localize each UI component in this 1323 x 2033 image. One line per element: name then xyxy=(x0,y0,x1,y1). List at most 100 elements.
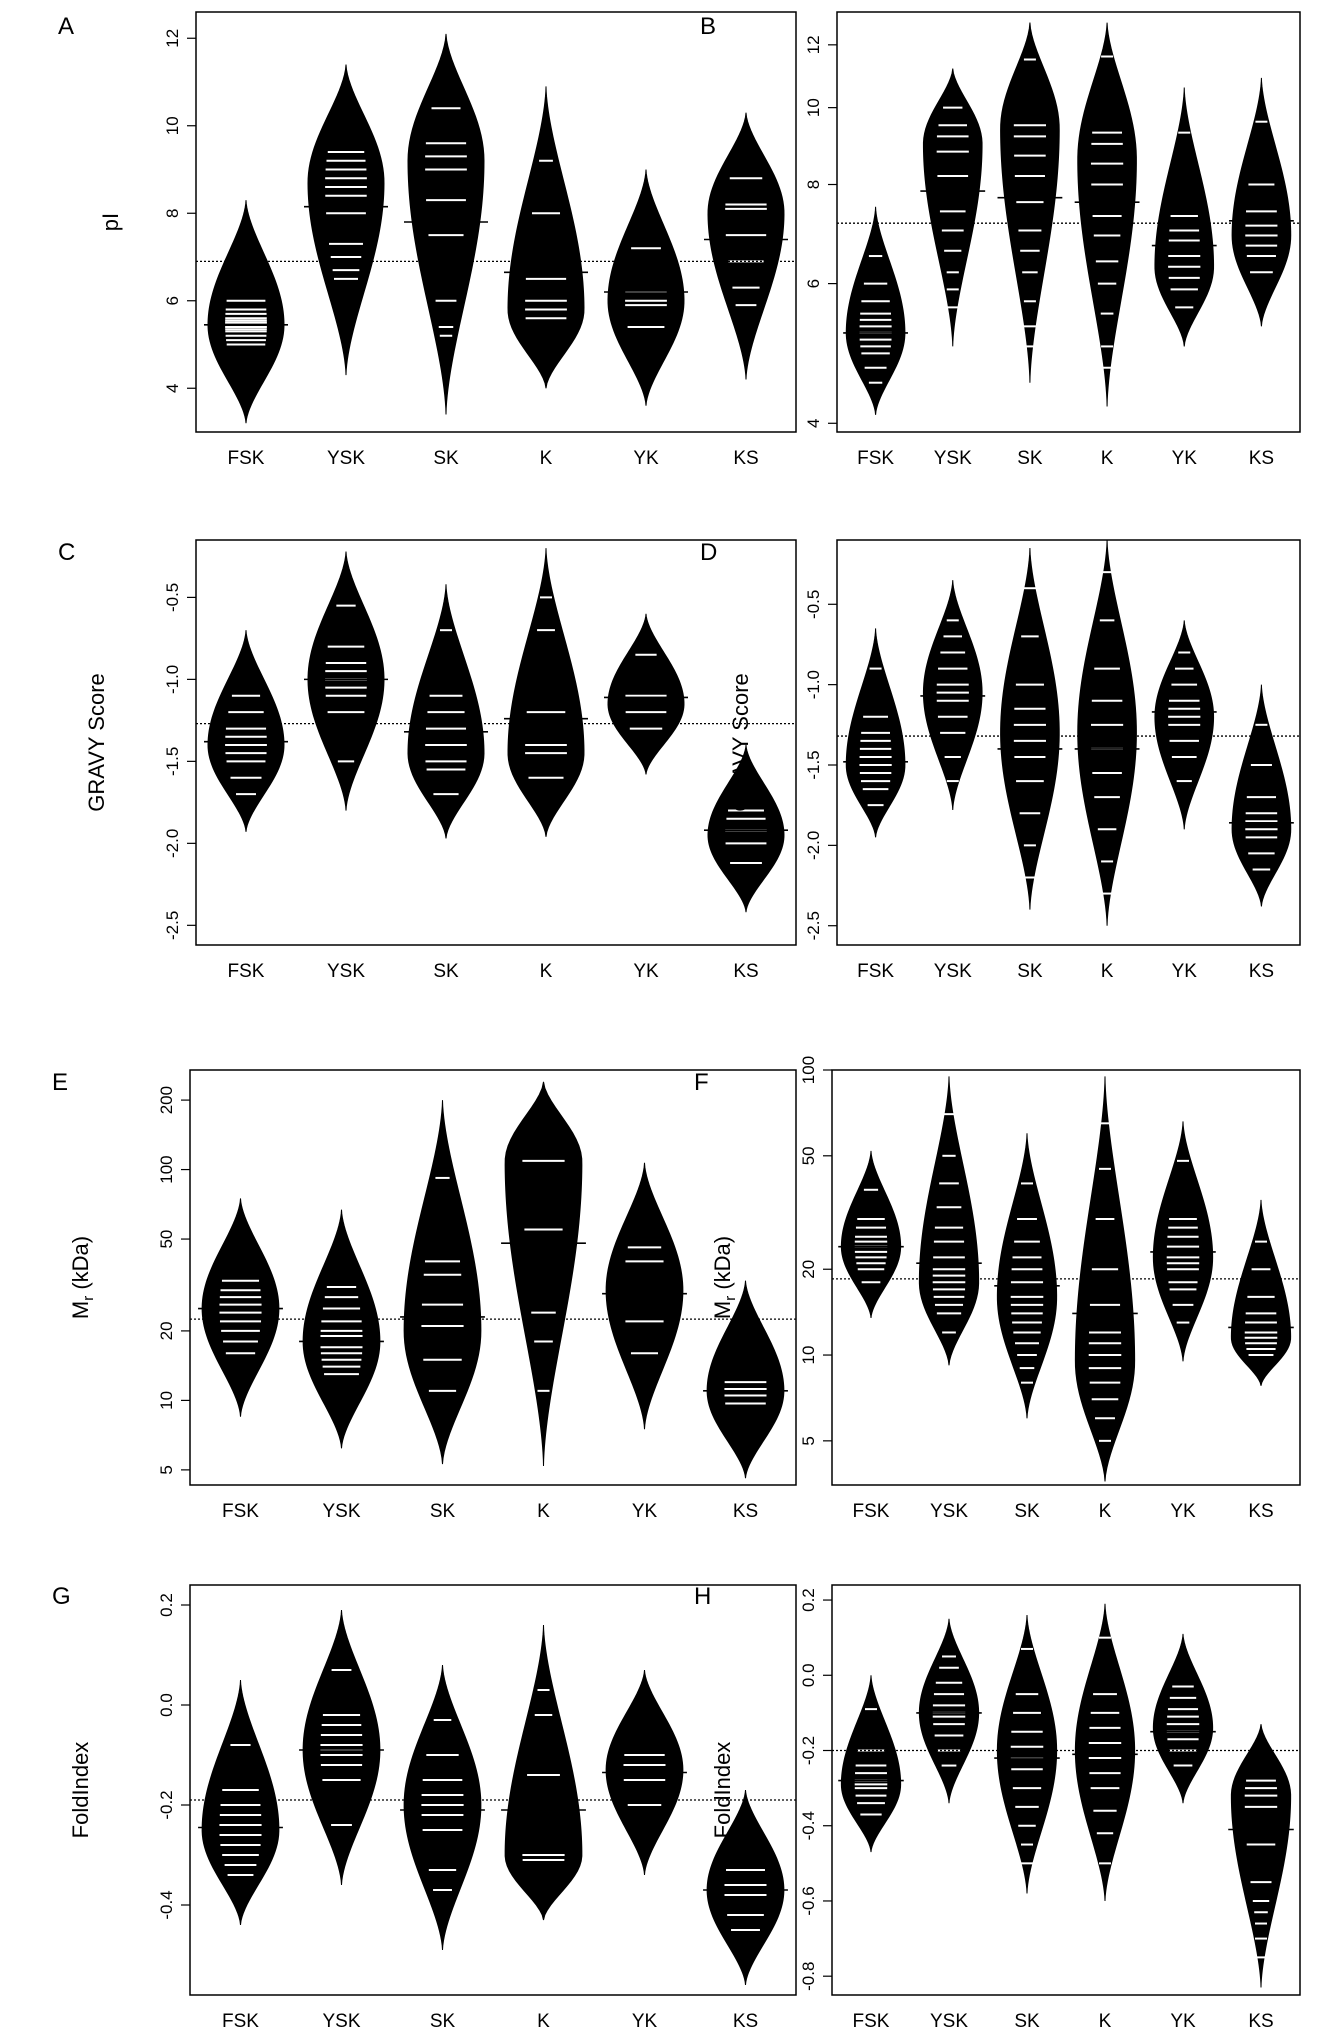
y-tick-label: -0.4 xyxy=(799,1811,818,1840)
bean-YK xyxy=(602,1669,687,1876)
x-tick-label: SK xyxy=(430,2011,456,2032)
bean-density xyxy=(707,744,785,913)
bean-YK xyxy=(1151,87,1217,347)
y-tick-label: -2.0 xyxy=(804,831,823,860)
bean-density xyxy=(918,1618,980,1804)
x-tick-label: FSK xyxy=(222,2011,259,2032)
plot-frame xyxy=(195,539,797,946)
panel-letter: G xyxy=(52,1583,71,1610)
bean-K xyxy=(1072,1603,1138,1901)
bean-density xyxy=(1230,1199,1292,1386)
y-tick-label: -0.2 xyxy=(799,1736,818,1765)
y-tick-label: 10 xyxy=(799,1346,818,1365)
x-tick-label: FSK xyxy=(222,1501,259,1522)
x-tick-label: YK xyxy=(633,448,659,469)
panel-letter: F xyxy=(694,1069,709,1096)
y-axis-label: GRAVY Score xyxy=(728,673,753,812)
bean-density xyxy=(996,1133,1058,1419)
x-tick-label: K xyxy=(540,448,553,469)
bean-FSK xyxy=(838,1675,904,1853)
bean-density xyxy=(207,630,285,832)
bean-density xyxy=(607,613,685,775)
bean-KS xyxy=(1229,77,1294,327)
bean-density xyxy=(307,551,385,811)
bean-density xyxy=(607,169,685,406)
y-tick-label: -0.2 xyxy=(157,1790,176,1819)
y-tick-label: -2.5 xyxy=(804,911,823,940)
bean-density xyxy=(1077,22,1137,407)
bean-density xyxy=(504,1624,583,1921)
bean-density xyxy=(918,1076,980,1366)
y-tick-label: -2.0 xyxy=(163,829,182,858)
bean-KS xyxy=(1228,1199,1294,1386)
y-tick-label: 4 xyxy=(804,419,823,428)
x-tick-label: KS xyxy=(733,2011,758,2032)
bean-YSK xyxy=(916,1618,982,1804)
panel-letter: A xyxy=(58,13,74,40)
y-tick-label: 10 xyxy=(157,1391,176,1410)
panel-D: D -2.5 -2.0 -1.5 -1.0 -0.5 FSK YSK SK K YK KS GRAVY … xyxy=(700,539,1301,982)
panel-B: B 4 6 8 10 12 FSK YSK SK K YK KS pI xyxy=(700,11,1301,469)
bean-density xyxy=(302,1609,381,1886)
panel-C: C -2.5 -2.0 -1.5 -1.0 -0.5 FSK YSK SK K YK KS GRAVY … xyxy=(58,539,797,982)
bean-K xyxy=(501,1081,586,1466)
plot-frame xyxy=(195,11,797,433)
bean-FSK xyxy=(843,628,908,838)
y-tick-label: 50 xyxy=(157,1230,176,1249)
x-tick-label: YSK xyxy=(930,2011,968,2032)
bean-SK xyxy=(400,1664,485,1951)
y-tick-label: -0.6 xyxy=(799,1886,818,1915)
y-tick-label: 12 xyxy=(804,35,823,54)
bean-density xyxy=(201,1679,280,1926)
bean-density xyxy=(840,1150,902,1318)
bean-density xyxy=(845,206,906,415)
y-tick-label: -1.0 xyxy=(163,665,182,694)
x-tick-label: YSK xyxy=(930,1501,968,1522)
y-tick-label: -0.5 xyxy=(163,583,182,612)
x-tick-label: SK xyxy=(1014,2011,1040,2032)
y-tick-label: 0.0 xyxy=(157,1693,176,1717)
panel-letter: B xyxy=(700,13,716,40)
x-tick-label: K xyxy=(1101,448,1114,469)
bean-density xyxy=(407,33,485,415)
x-tick-label: KS xyxy=(1249,961,1274,982)
bean-KS xyxy=(1229,684,1294,907)
bean-YSK xyxy=(304,551,388,811)
y-tick-label: 50 xyxy=(799,1146,818,1165)
y-tick-label: 100 xyxy=(157,1155,176,1183)
y-axis-label: GRAVY Score xyxy=(84,673,109,812)
bean-KS xyxy=(1228,1724,1294,1988)
x-tick-label: K xyxy=(537,2011,550,2032)
y-tick-label: 12 xyxy=(163,29,182,48)
bean-density xyxy=(996,1615,1058,1894)
bean-density xyxy=(1231,77,1292,327)
x-tick-label: FSK xyxy=(853,2011,890,2032)
x-tick-label: K xyxy=(1099,1501,1112,1522)
x-tick-label: SK xyxy=(433,961,459,982)
x-tick-label: KS xyxy=(733,1501,758,1522)
bean-YSK xyxy=(304,64,388,376)
x-tick-label: FSK xyxy=(228,961,265,982)
bean-K xyxy=(501,1624,586,1921)
x-tick-label: FSK xyxy=(853,1501,890,1522)
y-tick-label: 0.0 xyxy=(799,1663,818,1687)
plot-frame xyxy=(831,1584,1301,1996)
y-tick-label: -1.5 xyxy=(804,750,823,779)
x-tick-label: YSK xyxy=(327,961,365,982)
y-tick-label: 10 xyxy=(163,116,182,135)
bean-K xyxy=(504,548,588,837)
bean-YK xyxy=(1151,620,1217,830)
bean-FSK xyxy=(204,200,288,424)
y-tick-label: 20 xyxy=(799,1260,818,1279)
y-tick-label: 10 xyxy=(804,98,823,117)
bean-YSK xyxy=(920,68,986,347)
y-tick-label: 5 xyxy=(799,1436,818,1445)
y-tick-label: -2.5 xyxy=(163,911,182,940)
y-tick-label: 6 xyxy=(163,296,182,305)
bean-density xyxy=(201,1198,280,1417)
x-tick-label: KS xyxy=(1248,1501,1273,1522)
x-tick-label: SK xyxy=(430,1501,456,1522)
bean-density xyxy=(307,64,385,376)
bean-density xyxy=(302,1209,381,1449)
x-tick-label: YSK xyxy=(322,1501,360,1522)
